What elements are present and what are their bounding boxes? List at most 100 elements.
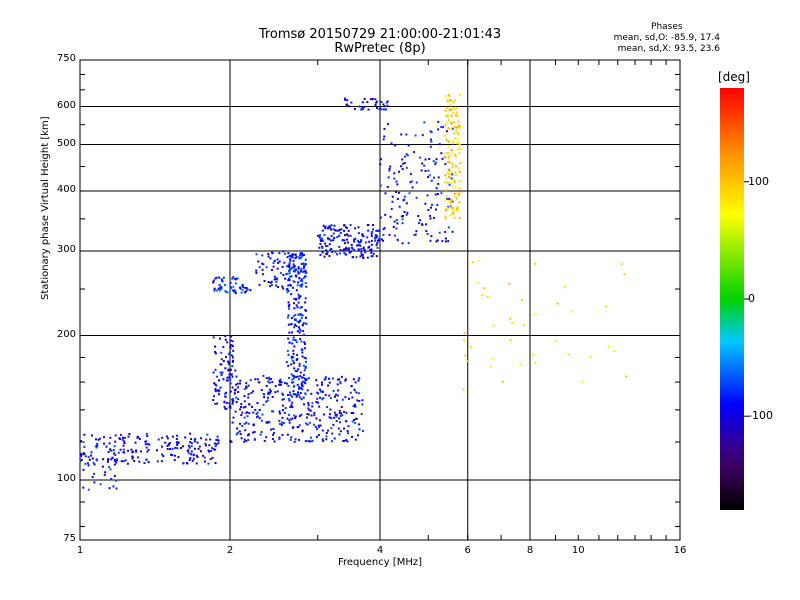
data-point <box>401 158 404 161</box>
data-point <box>148 443 151 446</box>
data-point <box>450 206 453 209</box>
data-point <box>343 410 346 413</box>
data-point <box>229 286 232 289</box>
data-point <box>282 274 285 277</box>
data-point <box>228 373 231 376</box>
data-point <box>293 280 296 283</box>
data-point <box>451 173 454 176</box>
data-point <box>211 446 214 449</box>
data-point <box>344 234 347 237</box>
data-point <box>279 378 282 381</box>
data-point <box>269 378 272 381</box>
data-point <box>286 287 289 290</box>
data-point <box>317 434 320 437</box>
data-point <box>299 280 302 283</box>
data-point <box>448 108 451 111</box>
data-point <box>167 443 170 446</box>
data-point <box>453 179 456 182</box>
data-point <box>339 414 342 417</box>
data-point <box>212 279 215 282</box>
data-point <box>278 381 281 384</box>
data-point <box>454 114 457 117</box>
data-point <box>319 234 322 237</box>
data-point <box>353 248 356 251</box>
data-point <box>281 392 284 395</box>
data-point <box>290 317 293 320</box>
data-point <box>285 382 288 385</box>
data-point <box>353 238 356 241</box>
data-point <box>328 413 331 416</box>
data-point <box>224 395 227 398</box>
data-point <box>260 389 263 392</box>
data-point <box>379 184 382 187</box>
data-point <box>223 405 226 408</box>
data-point <box>447 168 450 171</box>
data-point <box>145 432 148 435</box>
data-point <box>214 390 217 393</box>
data-point <box>288 268 291 271</box>
data-point <box>447 200 450 203</box>
data-point <box>605 305 608 308</box>
data-point <box>291 266 294 269</box>
data-point <box>345 411 348 414</box>
data-point <box>114 434 117 437</box>
data-point <box>432 160 435 163</box>
data-point <box>287 277 290 280</box>
data-point <box>231 386 234 389</box>
data-point <box>247 393 250 396</box>
data-point <box>453 192 456 195</box>
data-point <box>448 183 451 186</box>
data-point <box>454 156 457 159</box>
data-point <box>327 237 330 240</box>
data-point <box>383 227 386 230</box>
data-point <box>336 378 339 381</box>
data-point <box>268 381 271 384</box>
data-point <box>452 210 455 213</box>
data-point <box>83 445 86 448</box>
data-point <box>287 384 290 387</box>
data-point <box>463 339 466 342</box>
data-point <box>430 179 433 182</box>
data-point <box>349 391 352 394</box>
data-point <box>225 401 228 404</box>
data-point <box>248 433 251 436</box>
data-point <box>217 439 220 442</box>
data-point <box>214 448 217 451</box>
data-point <box>271 410 274 413</box>
data-point <box>288 254 291 257</box>
data-point <box>113 460 116 463</box>
data-point <box>293 393 296 396</box>
colorbar-tick-label: 100 <box>748 174 769 188</box>
data-point <box>324 394 327 397</box>
data-point <box>452 142 455 145</box>
data-point <box>99 483 102 486</box>
data-point <box>338 412 341 415</box>
data-point <box>271 395 274 398</box>
data-point <box>250 405 253 408</box>
data-point <box>428 174 431 177</box>
data-point <box>304 365 307 368</box>
data-point <box>382 228 385 231</box>
data-point <box>292 338 295 341</box>
data-point <box>368 240 371 243</box>
data-point <box>421 223 424 226</box>
data-point <box>109 436 112 439</box>
data-point <box>292 376 295 379</box>
data-point <box>344 242 347 245</box>
data-point <box>556 302 559 305</box>
data-point <box>300 256 303 259</box>
data-point <box>188 458 191 461</box>
data-point <box>337 389 340 392</box>
data-point <box>400 215 403 218</box>
data-point <box>454 186 457 189</box>
data-point <box>522 323 525 326</box>
data-point <box>295 275 298 278</box>
y-tick-label: 600 <box>56 99 76 111</box>
data-point <box>102 458 105 461</box>
data-point <box>355 391 358 394</box>
data-point <box>194 447 197 450</box>
data-point <box>444 156 447 159</box>
data-point <box>281 409 284 412</box>
data-point <box>429 138 432 141</box>
data-point <box>281 421 284 424</box>
